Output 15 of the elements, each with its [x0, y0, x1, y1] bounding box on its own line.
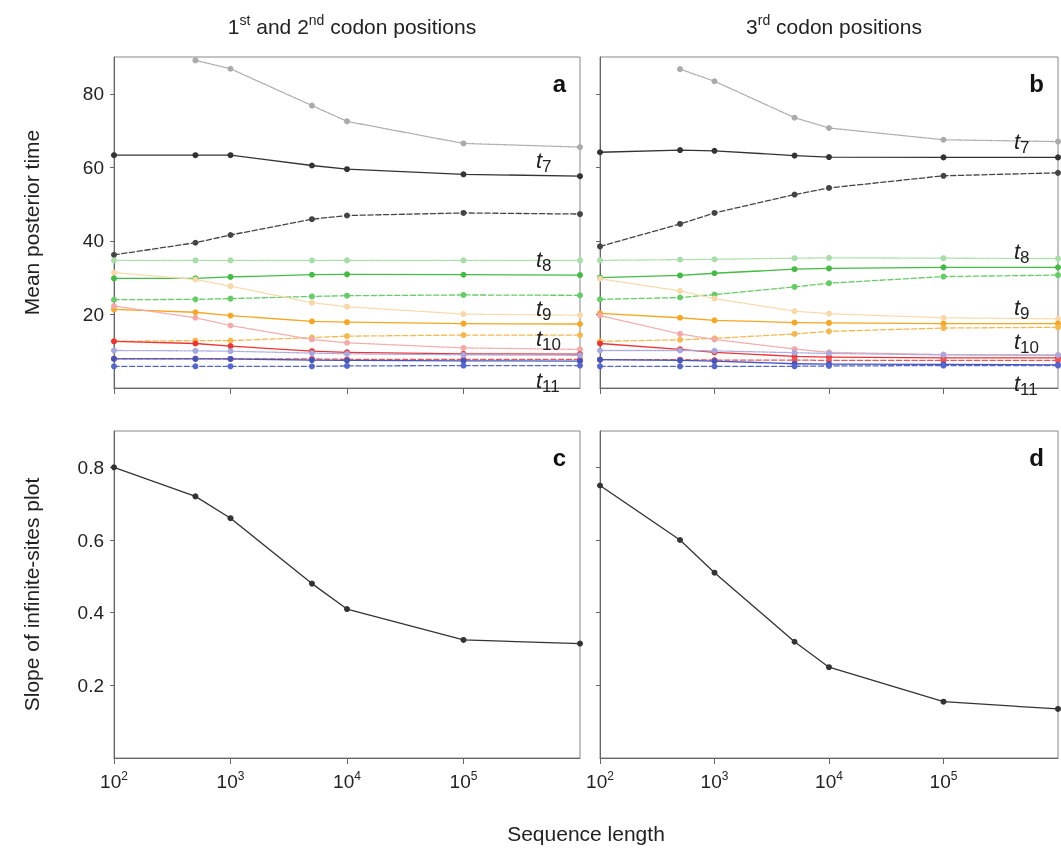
y-axis-title: Mean posterior time: [20, 129, 43, 316]
y-tick-label: 0.2: [77, 674, 104, 696]
y-tick-label: 0.8: [77, 456, 104, 478]
y-tick-label: 0.4: [77, 602, 105, 624]
x-axis-title: Sequence length: [506, 822, 666, 846]
y-tick-label: 40: [82, 230, 104, 252]
y-tick-label: 80: [82, 83, 104, 105]
annotation: b: [1029, 69, 1045, 97]
annotation: c: [552, 443, 567, 471]
y-tick-label: 0.6: [77, 529, 104, 551]
annotation: d: [1029, 443, 1045, 471]
y-axis-title: Slope of infinite-sites plot: [20, 477, 43, 712]
y-tick-label: 60: [82, 156, 104, 178]
y-tick-label: 20: [82, 303, 104, 325]
annotation: a: [552, 69, 567, 97]
